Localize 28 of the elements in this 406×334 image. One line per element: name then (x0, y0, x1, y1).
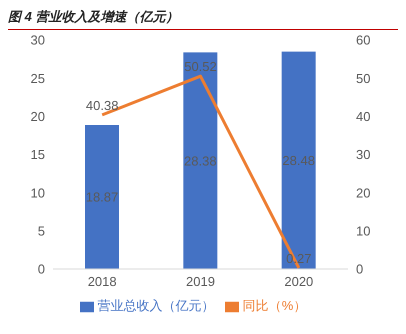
y2-tick-label: 10 (356, 223, 370, 238)
y2-tick-label: 40 (356, 108, 370, 124)
data-label: 18.87 (86, 190, 118, 205)
data-label: 28.48 (282, 152, 315, 168)
y2-tick-label: 60 (356, 32, 370, 48)
y-tick-label: 20 (30, 108, 45, 124)
bar (282, 52, 316, 269)
bar (183, 52, 218, 269)
data-label: 40.38 (86, 98, 118, 113)
data-label: 50.52 (184, 59, 217, 74)
bar (85, 124, 119, 269)
y2-tick-label: 30 (356, 147, 370, 162)
chart-title: 图 4 营业收入及增速（亿元） (8, 8, 398, 30)
legend-label: 营业总收入（亿元） (98, 298, 215, 313)
data-label: 28.38 (184, 153, 217, 168)
y-tick-label: 5 (38, 223, 45, 238)
y2-tick-label: 50 (356, 70, 370, 86)
legend-label: 同比（%） (242, 298, 306, 313)
y-tick-label: 15 (30, 147, 45, 162)
y2-tick-label: 20 (356, 185, 370, 200)
y-tick-label: 25 (30, 70, 45, 86)
y-tick-label: 10 (30, 185, 45, 200)
y-tick-label: 30 (30, 32, 45, 48)
x-tick-label: 2018 (88, 274, 117, 290)
x-tick-label: 2019 (186, 274, 215, 290)
y2-tick-label: 0 (356, 262, 364, 277)
x-tick-label: 2020 (284, 274, 314, 290)
y-tick-label: 0 (38, 262, 45, 277)
